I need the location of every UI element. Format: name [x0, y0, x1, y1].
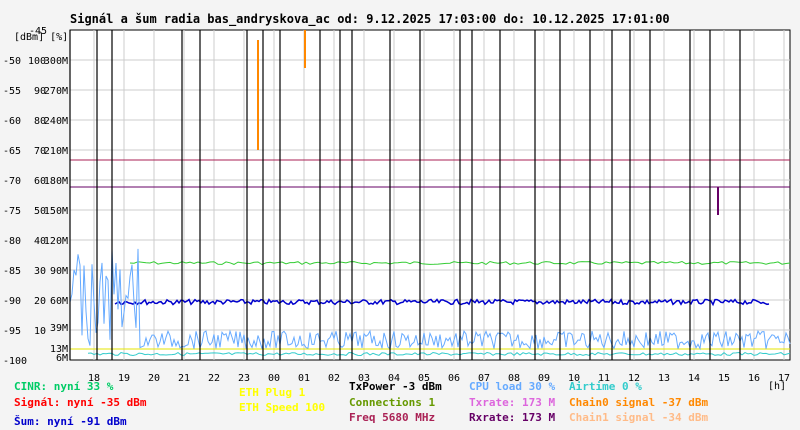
y-tick-dbm: -75 — [3, 206, 21, 217]
y-tick-rate: 180M — [44, 176, 68, 187]
y-tick-dbm: -60 — [3, 116, 21, 127]
y-tick-rate-small: 39M — [50, 323, 68, 334]
x-tick: 21 — [178, 373, 190, 384]
legend-cpu: CPU load 30 % — [469, 380, 556, 393]
y-tick-dbm: -90 — [3, 296, 21, 307]
x-tick: 10 — [568, 373, 580, 384]
legend-rxrate: Rxrate: 173 M — [469, 411, 556, 424]
x-tick: 13 — [658, 373, 670, 384]
y-tick-rate: 150M — [44, 206, 68, 217]
legend-cinr: CINR: nyní 33 % — [14, 380, 114, 393]
legend-airtime: Airtime 0 % — [569, 380, 642, 393]
y-tick-dbm: -100 — [3, 356, 27, 367]
y-tick-pct: 60 — [34, 176, 46, 187]
y-tick-dbm: -50 — [3, 56, 21, 67]
y-tick-dbm: -95 — [3, 326, 21, 337]
y-tick-dbm: -80 — [3, 236, 21, 247]
series-cpu-line — [69, 248, 791, 351]
y-tick-pct: 10 — [34, 326, 46, 337]
legend-signal: Signál: nyní -35 dBm — [14, 396, 147, 409]
y-tick-rate: 300M — [44, 56, 68, 67]
x-tick: 11 — [598, 373, 610, 384]
y-tick-pct: 90 — [34, 86, 46, 97]
x-tick: 12 — [628, 373, 640, 384]
series-airtime-line — [87, 351, 791, 357]
x-tick: 22 — [208, 373, 220, 384]
x-tick: 17 — [778, 373, 790, 384]
y-tick-dbm: -85 — [3, 266, 21, 277]
x-tick: 09 — [538, 373, 550, 384]
y-tick-dbm: -70 — [3, 176, 21, 187]
x-unit: [h] — [768, 381, 786, 392]
x-tick: 00 — [268, 373, 280, 384]
y-tick-rate: 210M — [44, 146, 68, 157]
x-tick: 16 — [748, 373, 760, 384]
legend-txpower: TxPower -3 dBm — [349, 380, 442, 393]
x-tick: 07 — [478, 373, 490, 384]
y-tick-dbm: -55 — [3, 86, 21, 97]
x-tick: 06 — [448, 373, 460, 384]
y-tick-pct: 30 — [34, 266, 46, 277]
y-tick-rate: 270M — [44, 86, 68, 97]
x-tick: 02 — [328, 373, 340, 384]
legend-sum: Šum: nyní -91 dBm — [14, 415, 127, 428]
y-tick-pct: 20 — [34, 296, 46, 307]
x-tick: 14 — [688, 373, 700, 384]
x-tick: 03 — [358, 373, 370, 384]
x-tick: 08 — [508, 373, 520, 384]
legend-freq: Freq 5680 MHz — [349, 411, 436, 424]
y-tick-pct: 70 — [34, 146, 46, 157]
y-tick-pct: 40 — [34, 236, 46, 247]
y-tick-rate: 90M — [50, 266, 68, 277]
y-tick-pct: 80 — [34, 116, 46, 127]
chart-title: Signál a šum radia bas_andryskova_ac od:… — [70, 12, 670, 26]
plot-area — [69, 29, 791, 361]
x-tick: 23 — [238, 373, 250, 384]
y-tick-pct: 100 — [28, 56, 46, 67]
legend-eth-speed: ETH Speed 100 — [239, 401, 326, 414]
x-tick: 01 — [298, 373, 310, 384]
legend-eth-plug: ETH Plug 1 — [239, 386, 306, 399]
x-tick: 19 — [118, 373, 130, 384]
x-tick: 15 — [718, 373, 730, 384]
x-tick: 18 — [88, 373, 100, 384]
y-tick-dbm: -65 — [3, 146, 21, 157]
y-tick-rate: 120M — [44, 236, 68, 247]
y-tick-rate-small: 6M — [56, 353, 68, 364]
y-tick-rate: 240M — [44, 116, 68, 127]
legend-chain1: Chain1 signal -34 dBm — [569, 411, 709, 424]
legend-txrate: Txrate: 173 M — [469, 396, 556, 409]
x-tick: 20 — [148, 373, 160, 384]
legend-connections: Connections 1 — [349, 396, 436, 409]
y-tick-pct: 50 — [34, 206, 46, 217]
y-tick-rate: 60M — [50, 296, 68, 307]
series-sum-line — [114, 298, 770, 307]
y-tick-top: -45 — [29, 26, 47, 37]
y-unit-label: [dBm] [%] — [14, 32, 68, 43]
x-tick: 05 — [418, 373, 430, 384]
x-tick: 04 — [388, 373, 400, 384]
legend-chain0: Chain0 signal -37 dBm — [569, 396, 709, 409]
y-tick-rate-small: 13M — [50, 344, 68, 355]
